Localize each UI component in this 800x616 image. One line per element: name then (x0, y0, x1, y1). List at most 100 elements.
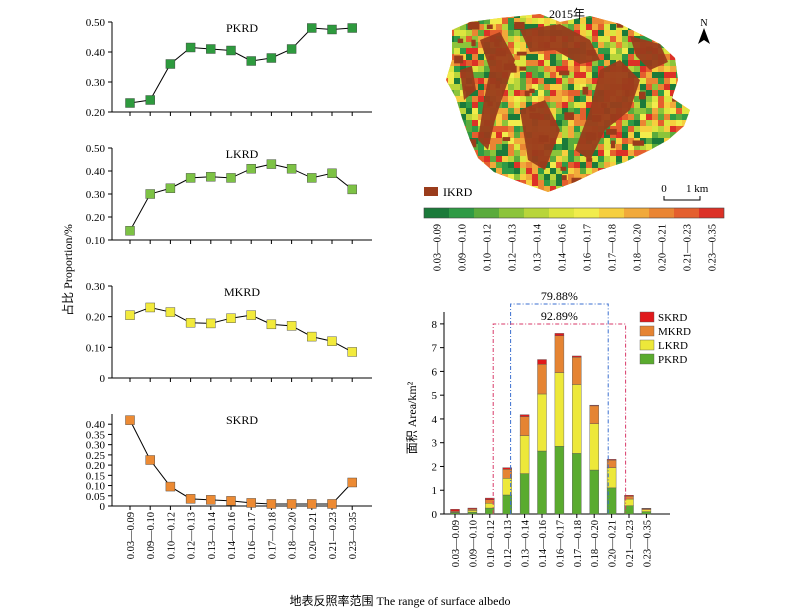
map-pixel (688, 66, 690, 73)
map-pixel (676, 18, 683, 25)
map-pixel (484, 66, 491, 73)
map-pixel (526, 48, 533, 55)
map-pixel (460, 138, 467, 145)
map-pixel (622, 162, 629, 169)
map-pixel (688, 108, 690, 115)
map-pixel (670, 36, 677, 43)
map-pixel (616, 30, 623, 37)
map-pixel (520, 174, 527, 181)
ramp-swatch (449, 208, 474, 218)
map-pixel (676, 132, 683, 139)
map-pixel (616, 156, 623, 163)
bar-y-axis-label: 面积 Area/km² (405, 381, 419, 454)
map-pixel (532, 162, 539, 169)
map-pixel (556, 174, 563, 181)
map-pixel (466, 48, 473, 55)
map-pixel (514, 14, 521, 19)
map-pixel (688, 168, 690, 175)
map-pixel (508, 96, 515, 103)
map-pixel (472, 66, 479, 73)
map-pixel (622, 42, 629, 49)
data-point (185, 42, 196, 53)
map-pixel (508, 24, 515, 31)
y-tick-label: 0.20 (86, 312, 106, 324)
bar-segment-skrd (624, 495, 634, 497)
map-pixel (550, 150, 557, 157)
map-pixel (556, 180, 563, 187)
map-pixel (670, 42, 677, 49)
y-tick-label: 0.30 (86, 77, 106, 89)
map-pixel (640, 186, 647, 192)
map-pixel (652, 120, 659, 127)
map-pixel (610, 54, 617, 61)
map-pixel (472, 96, 479, 103)
map-pixel (550, 186, 557, 192)
map-pixel (610, 168, 617, 175)
map-pixel (652, 36, 659, 43)
map-pixel (568, 192, 574, 198)
north-label: N (700, 18, 707, 29)
map-pixel (532, 78, 539, 85)
map-pixel (556, 150, 563, 157)
scale-zero: 0 (661, 183, 667, 195)
map-pixel (652, 114, 659, 121)
map-pixel (490, 126, 497, 133)
map-pixel (682, 102, 689, 109)
map-pixel (448, 24, 455, 31)
ikrd-fleck (616, 20, 624, 28)
map-pixel (520, 72, 527, 79)
map-pixel (646, 162, 653, 169)
map-pixel (568, 78, 575, 85)
map-pixel (670, 126, 677, 133)
map-pixel (646, 132, 653, 139)
map-pixel (574, 108, 581, 115)
map-pixel (634, 60, 641, 67)
map-pixel (592, 42, 599, 49)
map-pixel (520, 144, 527, 151)
map-pixel (676, 138, 683, 145)
map-pixel (646, 30, 653, 37)
map-pixel (568, 156, 575, 163)
map-pixel (598, 192, 604, 198)
map-pixel (514, 78, 521, 85)
map-pixel (634, 120, 641, 127)
bar-segment-pkrd (641, 511, 652, 515)
map-pixel (676, 126, 683, 133)
map-pixel (514, 60, 521, 67)
map-pixel (520, 18, 527, 25)
map-pixel (544, 66, 551, 73)
map-pixel (580, 156, 587, 163)
map-pixel (688, 120, 690, 127)
map-pixel (622, 156, 629, 163)
y-tick-label: 0.20 (86, 212, 106, 224)
map-pixel (496, 162, 503, 169)
map-pixel (448, 84, 455, 91)
ikrd-fleck (486, 24, 493, 30)
map-pixel (646, 144, 653, 151)
map-pixel (538, 174, 545, 181)
map-pixel (610, 42, 617, 49)
map-pixel (592, 14, 599, 19)
map-pixel (598, 18, 605, 25)
map-pixel (472, 14, 479, 19)
map-pixel (502, 102, 509, 109)
map-pixel (646, 36, 653, 43)
map-pixel (538, 90, 545, 97)
legend-label: PKRD (658, 354, 687, 366)
map-pixel (628, 126, 635, 133)
map-pixel (544, 186, 551, 192)
legend-swatch (639, 339, 655, 351)
x-tick-label: 0.16—0.17 (247, 512, 258, 559)
y-tick-label: 0.10 (86, 481, 106, 493)
map-pixel (586, 162, 593, 169)
map-pixel (514, 84, 521, 91)
map-pixel (472, 36, 479, 43)
map-pixel (670, 78, 677, 85)
y-tick-label: 0.25 (86, 450, 106, 462)
map-pixel (508, 162, 515, 169)
map-pixel (658, 162, 665, 169)
map-pixel (496, 192, 502, 198)
map-pixel (592, 162, 599, 169)
map-pixel (478, 78, 485, 85)
